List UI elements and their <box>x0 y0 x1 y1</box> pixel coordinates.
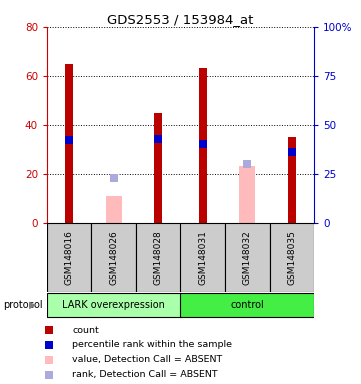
Text: count: count <box>72 326 99 335</box>
Bar <box>136 223 180 292</box>
Bar <box>91 223 136 292</box>
Text: GSM148016: GSM148016 <box>65 230 74 285</box>
Point <box>155 136 161 142</box>
Text: GSM148026: GSM148026 <box>109 230 118 285</box>
Bar <box>270 223 314 292</box>
Text: value, Detection Call = ABSENT: value, Detection Call = ABSENT <box>72 355 222 364</box>
Text: GSM148032: GSM148032 <box>243 230 252 285</box>
Text: GSM148035: GSM148035 <box>287 230 296 285</box>
Point <box>46 342 52 348</box>
Bar <box>47 223 91 292</box>
Text: percentile rank within the sample: percentile rank within the sample <box>72 340 232 349</box>
Text: protocol: protocol <box>4 300 43 310</box>
Bar <box>288 137 296 223</box>
Text: LARK overexpression: LARK overexpression <box>62 300 165 310</box>
Point <box>46 372 52 378</box>
Text: GSM148031: GSM148031 <box>198 230 207 285</box>
Point <box>66 137 72 144</box>
Text: control: control <box>230 300 264 310</box>
Bar <box>65 64 73 223</box>
Text: rank, Detection Call = ABSENT: rank, Detection Call = ABSENT <box>72 370 218 379</box>
Point <box>46 328 52 334</box>
Bar <box>106 196 122 223</box>
Point <box>200 141 206 147</box>
Bar <box>154 113 162 223</box>
Bar <box>225 223 270 292</box>
Bar <box>239 166 255 223</box>
Point <box>111 175 117 181</box>
Point <box>244 161 250 167</box>
Bar <box>180 223 225 292</box>
Point <box>46 357 52 363</box>
Bar <box>47 293 180 317</box>
Bar <box>199 68 207 223</box>
Title: GDS2553 / 153984_at: GDS2553 / 153984_at <box>107 13 254 26</box>
Bar <box>180 293 314 317</box>
Text: GSM148028: GSM148028 <box>154 230 163 285</box>
Point <box>289 149 295 155</box>
Text: ▶: ▶ <box>29 300 36 310</box>
